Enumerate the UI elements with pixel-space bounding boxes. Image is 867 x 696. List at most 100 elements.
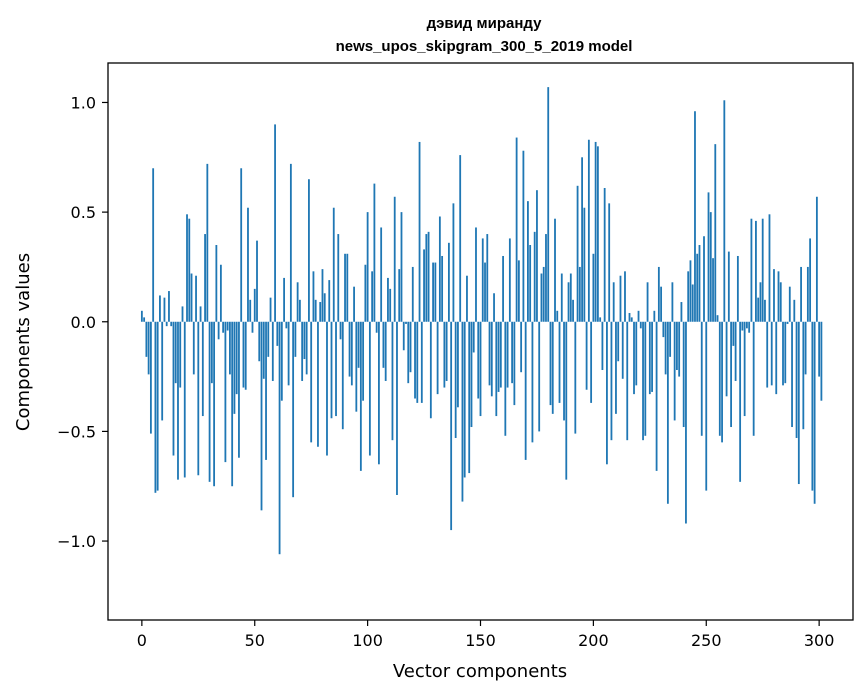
bar <box>542 266 545 322</box>
bar <box>308 179 310 322</box>
bar <box>188 218 191 322</box>
bar <box>181 306 184 322</box>
bar <box>418 141 421 322</box>
bar <box>612 282 615 322</box>
bar <box>732 321 735 346</box>
bar <box>183 321 186 478</box>
bar <box>662 321 665 338</box>
bar <box>319 302 322 322</box>
x-tick-label: 200 <box>578 631 609 650</box>
bar <box>441 255 444 322</box>
bar <box>725 321 728 397</box>
bar <box>506 321 509 388</box>
bar <box>305 321 308 375</box>
bar <box>513 321 516 406</box>
bar <box>493 293 495 322</box>
bar <box>145 321 148 357</box>
x-axis-ticks: 0 50 100 150 200 250 300 <box>137 620 834 650</box>
bar <box>628 312 631 322</box>
bar <box>502 255 504 322</box>
bar <box>477 321 480 399</box>
bar <box>443 321 446 388</box>
bar <box>199 306 202 322</box>
bar <box>204 234 206 322</box>
bar <box>321 269 324 322</box>
y-tick-label: 0.0 <box>71 313 96 332</box>
bar <box>499 321 502 388</box>
bar <box>689 260 692 322</box>
bar <box>802 321 805 430</box>
bar <box>815 196 818 322</box>
bar <box>560 273 563 322</box>
bar <box>547 87 550 322</box>
bar <box>811 321 814 491</box>
bar <box>253 288 256 322</box>
bar <box>434 262 437 322</box>
bar <box>337 234 340 322</box>
bar <box>238 321 240 458</box>
bar <box>375 321 378 333</box>
bar <box>391 321 394 441</box>
bar <box>393 196 396 322</box>
bar <box>567 282 570 322</box>
bar <box>782 321 784 386</box>
bar <box>777 271 780 322</box>
bar <box>303 321 306 360</box>
bar <box>619 275 622 322</box>
bar <box>362 321 365 401</box>
bar <box>432 262 434 322</box>
bar <box>323 293 326 322</box>
bar <box>818 321 821 377</box>
y-tick-label: −0.5 <box>57 422 96 441</box>
bar <box>642 321 644 441</box>
bar <box>229 321 231 375</box>
bar <box>694 111 696 322</box>
bar <box>210 321 213 384</box>
bar <box>195 275 197 322</box>
bar <box>615 321 617 414</box>
chart-subtitle: news_upos_skipgram_300_5_2019 model <box>336 38 633 55</box>
bar <box>407 321 410 384</box>
bar <box>328 280 331 322</box>
bar <box>156 321 159 491</box>
bar <box>249 299 252 322</box>
x-tick-label: 100 <box>352 631 383 650</box>
bar <box>344 253 346 322</box>
bar <box>168 291 170 322</box>
bar <box>515 137 518 322</box>
x-tick-label: 250 <box>691 631 722 650</box>
bar <box>416 321 419 403</box>
bar <box>748 321 751 333</box>
bar <box>159 295 161 322</box>
bar <box>657 266 660 322</box>
bar <box>143 317 146 322</box>
bar <box>192 321 195 375</box>
bar <box>635 321 638 386</box>
bar <box>809 238 812 322</box>
bar <box>224 321 227 463</box>
bar <box>301 321 304 381</box>
bar <box>779 282 782 322</box>
bar <box>806 266 809 322</box>
bar <box>511 321 514 384</box>
bar <box>497 321 500 392</box>
bar <box>718 321 721 436</box>
bar <box>736 255 739 322</box>
bar <box>429 321 432 419</box>
bar <box>147 321 150 375</box>
bars-group <box>140 87 823 555</box>
bar <box>755 220 757 322</box>
bar <box>445 321 448 381</box>
bar <box>414 321 416 399</box>
bar <box>486 234 489 322</box>
bar <box>314 299 317 322</box>
bar <box>671 282 674 322</box>
bar <box>450 321 453 531</box>
bar <box>179 321 182 388</box>
y-tick-label: 0.5 <box>71 203 96 222</box>
bar <box>217 321 220 340</box>
bar <box>317 321 319 447</box>
bar <box>233 321 236 414</box>
bar <box>691 284 694 322</box>
bar <box>517 260 520 322</box>
